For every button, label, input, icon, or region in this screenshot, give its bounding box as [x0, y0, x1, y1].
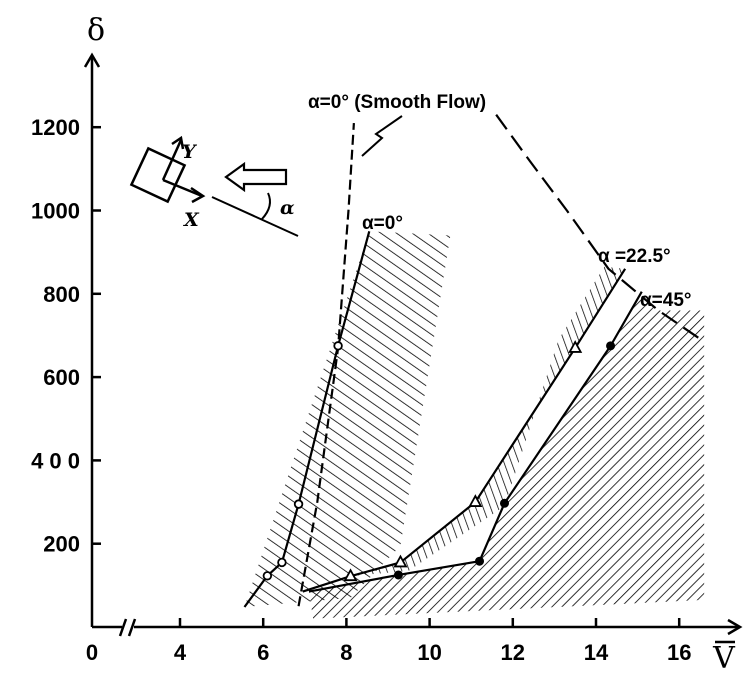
x-axis-arrowhead	[727, 618, 743, 636]
flow-orientation-inset: Y X α	[129, 135, 299, 237]
series-line-0	[243, 231, 371, 608]
x-axis-title: V	[712, 641, 736, 675]
data-point	[499, 498, 509, 508]
data-point	[293, 499, 304, 509]
data-point	[568, 340, 583, 353]
data-point	[393, 570, 403, 580]
y-ticks: 200 4 0 0 600 800 1000 1200	[31, 115, 101, 557]
inset-alpha-label: α	[280, 197, 295, 219]
y-axis-title: δ	[87, 13, 105, 48]
inset-x-label: X	[183, 209, 200, 231]
alpha-45-label: α=45°	[640, 290, 692, 311]
alpha-angle-arc	[261, 192, 271, 220]
y-tick-label: 800	[43, 282, 80, 307]
y-tick-label: 200	[43, 532, 80, 557]
x-ticks: 0 4 6 8 10 12 14 16	[86, 618, 691, 665]
hatch-layer	[244, 231, 705, 619]
x-tick-label: 14	[584, 640, 609, 665]
x-tick-label: 10	[417, 640, 441, 665]
data-point	[468, 494, 483, 507]
y-tick-label: 600	[43, 365, 80, 390]
data-point	[343, 568, 358, 582]
y-axis-arrow-icon	[161, 139, 183, 181]
x-tick-label: 0	[86, 640, 98, 665]
annotations: α=0° (Smooth Flow) α=0° α =22.5° α=45°	[308, 92, 692, 311]
markers	[262, 340, 616, 582]
data-point	[277, 557, 287, 568]
y-axis-arrowhead	[83, 52, 101, 68]
axes: V δ 0 4 6 8 10 12 14 16 200 4 0 0 600 800 1000 1200	[31, 13, 743, 675]
alpha-22-5-label: α =22.5°	[598, 246, 671, 267]
y-tick-label: 4 0 0	[31, 448, 80, 473]
x-axis-break	[118, 618, 137, 637]
square-cylinder-icon	[129, 146, 187, 204]
x-tick-label: 12	[501, 640, 525, 665]
x-axis-arrow-icon	[162, 178, 203, 198]
inset-y-label: Y	[182, 141, 198, 163]
hatch-region-1	[350, 266, 626, 577]
series-line-4	[495, 114, 705, 343]
flow-reference-line	[211, 196, 299, 237]
y-tick-label: 1200	[31, 115, 80, 140]
data-point	[333, 341, 343, 351]
y-tick-label: 1000	[31, 199, 80, 224]
data-point	[475, 556, 485, 566]
data-point	[262, 571, 273, 581]
flow-direction-arrow-icon	[224, 161, 288, 193]
x-tick-label: 16	[667, 640, 691, 665]
data-point	[606, 341, 616, 351]
series-line-1	[302, 268, 627, 593]
x-tick-label: 4	[174, 640, 187, 665]
x-tick-label: 6	[257, 640, 269, 665]
data-point	[393, 554, 408, 568]
x-tick-label: 8	[340, 640, 352, 665]
hatch-region-2	[308, 291, 705, 619]
alpha-0-label: α=0°	[362, 213, 403, 234]
smooth-flow-pointer	[361, 115, 403, 157]
smooth-flow-label: α=0° (Smooth Flow)	[308, 92, 486, 113]
series-line-2	[308, 291, 643, 593]
